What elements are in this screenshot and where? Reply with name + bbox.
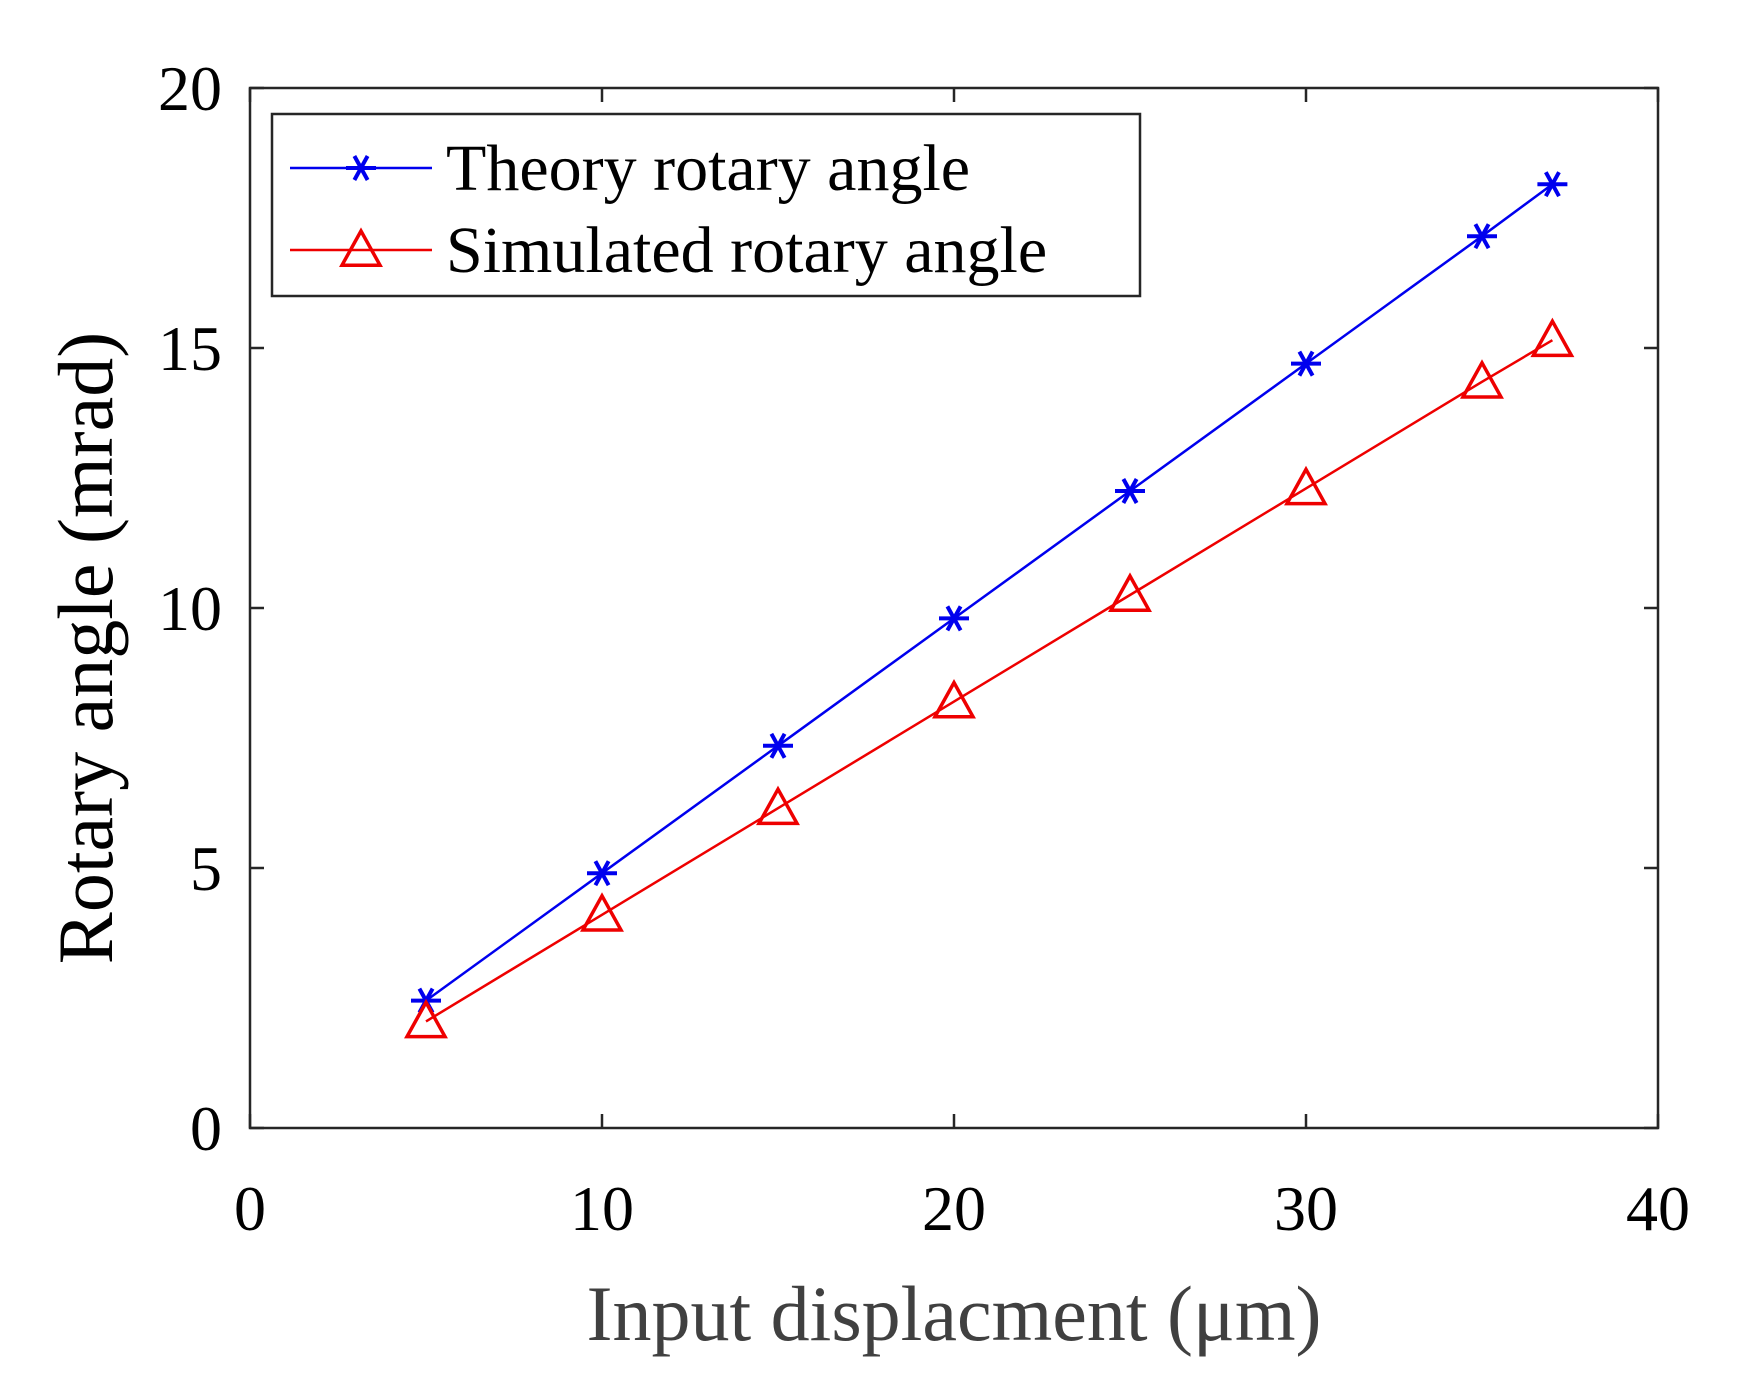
legend-marker-shape-1 [339,227,383,267]
legend: Theory rotary angle Simulated rotary ang… [270,112,1142,298]
data-point-1-4 [1108,572,1152,612]
x-tick-label-2: 20 [922,1173,986,1244]
x-tick-label-3: 30 [1274,1173,1338,1244]
x-tick-label-4: 40 [1626,1173,1690,1244]
y-tick-label-3: 15 [158,313,222,384]
data-point-0-5 [1291,350,1321,377]
data-point-0-4 [1115,478,1145,504]
legend-marker-theory [346,155,376,181]
tick-labels: 0 10 20 30 40 0 5 10 15 20 [158,53,1690,1244]
legend-marker-simulated [339,227,383,267]
data-point-0-7 [1537,171,1568,198]
data-point-1-2 [756,785,800,826]
y-axis-label: Rotary angle (mrad) [42,332,129,964]
y-tick-label-2: 10 [158,573,222,644]
data-point-1-7 [1530,317,1575,358]
y-tick-label-4: 20 [158,53,222,124]
series-0 [411,171,1568,1014]
data-point-0-3 [939,605,969,632]
series-1 [404,317,1575,1039]
data-point-0-1 [587,860,617,887]
data-point-1-1 [580,892,624,932]
y-tick-label-0: 0 [190,1093,222,1164]
x-tick-label-1: 10 [570,1173,634,1244]
legend-entry-theory: Theory rotary angle [290,132,970,205]
legend-label-simulated: Simulated rotary angle [446,214,1047,287]
legend-box [270,112,1142,298]
data-point-1-6 [1460,359,1504,399]
data-point-0-2 [763,732,793,759]
data-point-1-0 [404,998,448,1039]
x-tick-label-0: 0 [234,1173,266,1244]
data-point-0-6 [1467,223,1497,250]
legend-entry-simulated: Simulated rotary angle [290,214,1047,287]
y-tick-label-1: 5 [190,833,222,904]
plot-area-frame [248,86,1660,1130]
legend-marker-shape-0 [346,155,376,181]
series-layer [404,171,1575,1039]
legend-label-theory: Theory rotary angle [446,132,970,205]
data-point-1-3 [932,678,976,719]
x-axis-label: Input displacment (μm) [587,1270,1322,1357]
data-point-1-5 [1284,465,1328,506]
series-line-1 [425,339,1554,1023]
series-line-0 [425,183,1554,1002]
